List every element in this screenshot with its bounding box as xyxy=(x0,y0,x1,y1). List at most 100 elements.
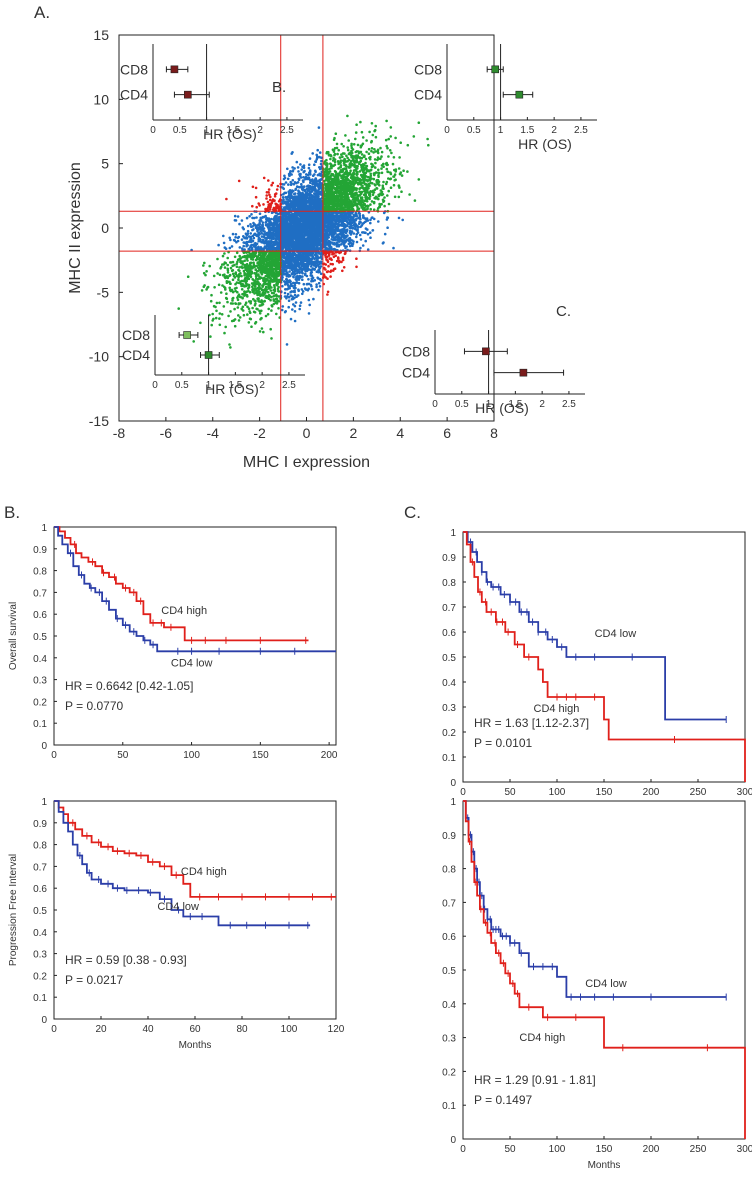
scatter-ytick-label: -15 xyxy=(89,413,109,429)
inset-row-label: CD4 xyxy=(122,347,150,363)
scatter-points xyxy=(177,114,430,349)
km-b-pfi-ylabel: Progression Free Interval xyxy=(8,854,19,966)
km-c-os-xtick-label: 100 xyxy=(549,787,566,798)
km-b-os-ytick-label: 0.8 xyxy=(33,567,47,578)
inset-xtick-label: 1.5 xyxy=(226,125,240,136)
inset-row-label: CD4 xyxy=(402,365,430,381)
km-c-os-ytick-label: 0.3 xyxy=(442,703,456,714)
scatter-xtick-label: 4 xyxy=(396,425,404,441)
km-c-pfi-xtick-label: 0 xyxy=(460,1144,466,1155)
inset-xtick-label: 2.5 xyxy=(280,125,294,136)
km-b-os: 0 50 100 150 200 0 0.1 0.2 0.3 0.4 0.5 0.6 0.7 0.8 0.9… xyxy=(8,523,338,761)
inset-xlabel: HR (OS) xyxy=(205,381,259,397)
inset-xtick-label: 0.5 xyxy=(175,380,189,391)
km-c-os-xtick-label: 150 xyxy=(596,787,613,798)
km-b-pfi-series-label-0: CD4 high xyxy=(181,866,227,878)
km-b-pfi-ytick-label: 0.4 xyxy=(33,928,47,939)
km-c-pfi-ytick-label: 1 xyxy=(450,797,456,808)
inset-row-label: CD8 xyxy=(414,61,442,77)
km-b-os-stat-0: HR = 0.6642 [0.42-1.05] xyxy=(65,679,193,693)
km-plots: 0 50 100 150 20000.10.20.30.40.50.60.70.80.9… xyxy=(8,523,752,1171)
inset-label-b: B. xyxy=(272,79,286,96)
inset-hr-marker xyxy=(170,65,179,74)
km-b-pfi-ytick-label: 0.9 xyxy=(33,819,47,830)
km-b-pfi-ytick-label: 0.2 xyxy=(33,971,47,982)
km-b-pfi-ytick-label: 0.1 xyxy=(33,993,47,1004)
km-b-pfi-ytick-label: 0.6 xyxy=(33,884,47,895)
inset-xtick-label: 2 xyxy=(257,125,263,136)
km-c-pfi-stat-0: HR = 1.29 [0.91 - 1.81] xyxy=(474,1073,596,1087)
inset-xtick-label: 1.5 xyxy=(520,125,534,136)
km-c-os-xtick-label: 250 xyxy=(690,787,707,798)
km-b-os-xtick-label: 0 xyxy=(51,750,57,761)
km-b-os-curve-0 xyxy=(54,526,309,642)
km-b-pfi-xlabel: Months xyxy=(179,1040,212,1051)
km-b-pfi-series-label-1: CD4 low xyxy=(157,901,199,913)
km-b-os-series-label-1: CD4 low xyxy=(171,658,213,670)
km-c-os-curve-1 xyxy=(463,531,746,782)
inset-xlabel: HR (OS) xyxy=(475,400,529,416)
inset-xtick-label: 2.5 xyxy=(574,125,588,136)
km-b-pfi-ytick-label: 0.8 xyxy=(33,841,47,852)
km-b-pfi-ytick-label: 0 xyxy=(41,1015,47,1026)
inset-hr-marker xyxy=(183,331,191,339)
km-c-os-ytick-label: 0.5 xyxy=(442,653,456,664)
km-c-pfi-series-label-0: CD4 low xyxy=(585,978,627,990)
scatter-xtick-label: 8 xyxy=(490,425,498,441)
inset-xtick-label: 0 xyxy=(152,380,158,391)
scatter-xtick-label: -6 xyxy=(160,425,173,441)
inset-xtick-label: 0.5 xyxy=(467,125,481,136)
km-c-os-stat-1: P = 0.0101 xyxy=(474,736,532,750)
inset-xtick-label: 1.5 xyxy=(508,399,522,410)
km-b-os-ytick-label: 0.1 xyxy=(33,719,47,730)
km-b-os-ytick-label: 0.6 xyxy=(33,610,47,621)
km-c-pfi-ytick-label: 0.3 xyxy=(442,1034,456,1045)
scatter-ytick-label: -5 xyxy=(97,284,110,300)
km-b-pfi-stat-1: P = 0.0217 xyxy=(65,973,123,987)
km-b-os-ytick-label: 0.5 xyxy=(33,632,47,643)
km-b-pfi-ytick-label: 0.5 xyxy=(33,906,47,917)
inset-row-label: CD4 xyxy=(414,87,442,103)
inset-row-label: CD8 xyxy=(402,343,430,359)
inset-xtick-label: 0.5 xyxy=(173,125,187,136)
inset-xtick-label: 2.5 xyxy=(562,399,576,410)
km-c-os-ytick-label: 0.8 xyxy=(442,578,456,589)
km-c-pfi-ytick-label: 0.2 xyxy=(442,1067,456,1078)
inset-xtick-label: 1 xyxy=(204,125,210,136)
inset-xtick-label: 2.5 xyxy=(282,380,296,391)
km-b-os-curve-1 xyxy=(54,526,336,653)
km-b-pfi-xtick-label: 20 xyxy=(95,1024,107,1035)
inset-row-label: CD8 xyxy=(122,327,150,343)
km-c-pfi-xtick-label: 100 xyxy=(549,1144,566,1155)
km-c-pfi-xtick-label: 200 xyxy=(643,1144,660,1155)
scatter-xtick-label: -2 xyxy=(253,425,266,441)
scatter-xtick-label: -8 xyxy=(113,425,126,441)
inset-xtick-label: 1 xyxy=(498,125,504,136)
scatter-xtick-label: 6 xyxy=(443,425,451,441)
km-c-pfi-xtick-label: 300 xyxy=(737,1144,752,1155)
panel-label-b: B. xyxy=(4,503,20,522)
km-c-os-ytick-label: 0.7 xyxy=(442,603,456,614)
inset-xtick-label: 0 xyxy=(150,125,156,136)
km-c-pfi-curve-0 xyxy=(463,800,727,998)
km-c-os-ytick-label: 0.2 xyxy=(442,728,456,739)
km-b-pfi: 0 20 40 60 80 100 120 0 0.1 0.2 0.3 0.4 0.5 0.6 0.7 0.8… xyxy=(8,797,345,1051)
scatter-xtick-label: 0 xyxy=(303,425,311,441)
scatter-xtick-label: 2 xyxy=(349,425,357,441)
inset-hr-marker xyxy=(184,90,192,99)
km-b-pfi-xtick-label: 40 xyxy=(142,1024,154,1035)
km-b-pfi-stat-0: HR = 0.59 [0.38 - 0.93] xyxy=(65,953,187,967)
km-c-pfi-xtick-label: 50 xyxy=(504,1144,516,1155)
inset-hr-marker xyxy=(519,368,528,377)
inset-row-label: CD8 xyxy=(120,61,148,77)
inset-hr-marker xyxy=(515,90,524,99)
km-c-os-curve-0 xyxy=(463,531,727,721)
km-c-pfi-ytick-label: 0.4 xyxy=(442,1000,456,1011)
panel-label-a: A. xyxy=(34,3,50,22)
km-b-pfi-ytick-label: 1 xyxy=(41,797,47,808)
km-b-os-stat-1: P = 0.0770 xyxy=(65,699,123,713)
km-c-pfi-stat-1: P = 0.1497 xyxy=(474,1093,532,1107)
km-c-os-xtick-label: 0 xyxy=(460,787,466,798)
km-b-os-series-label-0: CD4 high xyxy=(161,605,207,617)
